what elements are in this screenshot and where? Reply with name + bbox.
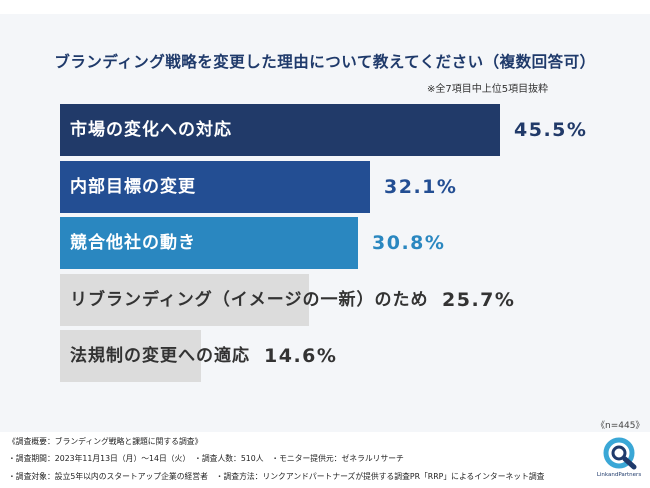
bar-label-2: 内部目標の変更 bbox=[70, 177, 196, 197]
bar-value-5: 14.6% bbox=[264, 345, 338, 367]
bar-value-4: 25.7% bbox=[442, 289, 516, 311]
top-rule bbox=[0, 0, 650, 14]
bar-value-1: 45.5% bbox=[514, 119, 588, 141]
chart-title: ブランディング戦略を変更した理由について教えてください（複数回答可） bbox=[54, 53, 596, 71]
survey-summary: 《調査概要：ブランディング戦略と課題に関する調査》 bbox=[8, 437, 203, 446]
logo-text: LinkandPartners bbox=[596, 472, 642, 478]
bar-label-1: 市場の変化への対応 bbox=[70, 120, 232, 140]
bar-label-4: リブランディング（イメージの一新）のため bbox=[70, 290, 429, 310]
bar-1: 市場の変化への対応 bbox=[60, 104, 500, 156]
logo-mark-icon bbox=[603, 437, 637, 470]
bar-4: リブランディング（イメージの一新）のため bbox=[60, 274, 427, 326]
bar-3: 競合他社の動き bbox=[60, 217, 358, 269]
chart-note: ※全7項目中上位5項目抜粋 bbox=[427, 84, 549, 95]
bar-value-3: 30.8% bbox=[372, 232, 446, 254]
bar-label-3: 競合他社の動き bbox=[70, 233, 196, 253]
survey-details-line-1: ・調査期間：2023年11月13日（月）〜14日（火） ・調査人数：510人 ・… bbox=[8, 454, 404, 463]
bar-label-5: 法規制の変更への適応 bbox=[70, 346, 250, 366]
bar-2: 内部目標の変更 bbox=[60, 161, 370, 213]
bar-value-2: 32.1% bbox=[384, 176, 458, 198]
survey-details-line-2: ・調査対象：設立5年以内のスタートアップ企業の経営者 ・調査方法：リンクアンドパ… bbox=[8, 472, 545, 481]
sample-size: 《n=445》 bbox=[596, 421, 645, 431]
bar-5: 法規制の変更への適応 bbox=[60, 330, 249, 382]
company-logo: LinkandPartners bbox=[594, 436, 644, 482]
